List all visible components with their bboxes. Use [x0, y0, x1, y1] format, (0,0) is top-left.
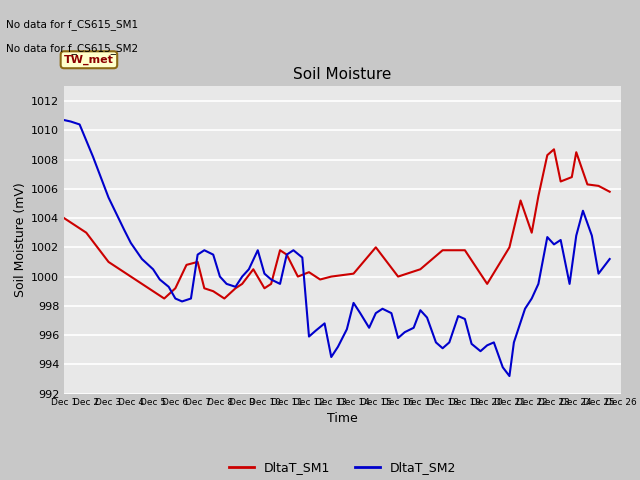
DltaT_SM1 [283, 252, 291, 257]
DltaT_SM1 [127, 274, 134, 279]
X-axis label: Time: Time [327, 412, 358, 425]
DltaT_SM1 [316, 276, 324, 282]
DltaT_SM1 [268, 281, 275, 287]
DltaT_SM1 [305, 269, 313, 275]
DltaT_SM1 [232, 286, 239, 291]
DltaT_SM1 [595, 183, 602, 189]
Text: No data for f_CS615_SM1: No data for f_CS615_SM1 [6, 19, 138, 30]
DltaT_SM1 [568, 174, 575, 180]
DltaT_SM1 [172, 286, 179, 291]
Legend: DltaT_SM1, DltaT_SM2: DltaT_SM1, DltaT_SM2 [223, 456, 461, 480]
DltaT_SM1 [372, 244, 380, 250]
DltaT_SM1 [528, 230, 536, 236]
DltaT_SM1 [260, 286, 268, 291]
DltaT_SM1 [461, 247, 468, 253]
Y-axis label: Soil Moisture (mV): Soil Moisture (mV) [14, 182, 27, 298]
DltaT_SM1 [572, 149, 580, 155]
DltaT_SM1 [394, 274, 402, 279]
DltaT_SM1 [483, 281, 491, 287]
DltaT_SM1 [439, 247, 447, 253]
DltaT_SM1 [534, 193, 542, 199]
DltaT_SM1 [506, 244, 513, 250]
DltaT_SM1 [584, 181, 591, 187]
DltaT_SM1 [294, 274, 301, 279]
DltaT_SM1 [149, 288, 157, 294]
DltaT_SM1 [209, 288, 217, 294]
DltaT_SM1 [550, 146, 558, 152]
Text: TW_met: TW_met [64, 55, 114, 65]
DltaT_SM2 [372, 310, 380, 316]
DltaT_SM1 [83, 230, 90, 236]
DltaT_SM2 [506, 373, 513, 379]
Line: DltaT_SM2: DltaT_SM2 [64, 120, 610, 376]
DltaT_SM1 [328, 274, 335, 279]
Text: No data for f_CS615_SM2: No data for f_CS615_SM2 [6, 43, 138, 54]
Line: DltaT_SM1: DltaT_SM1 [64, 149, 610, 299]
DltaT_SM2 [245, 266, 253, 272]
DltaT_SM2 [156, 276, 164, 282]
DltaT_SM1 [349, 271, 357, 276]
DltaT_SM2 [209, 252, 217, 257]
DltaT_SM1 [200, 286, 208, 291]
DltaT_SM1 [221, 296, 228, 301]
DltaT_SM2 [60, 117, 68, 123]
DltaT_SM1 [105, 259, 113, 265]
DltaT_SM1 [516, 198, 524, 204]
DltaT_SM1 [182, 262, 190, 268]
DltaT_SM1 [417, 266, 424, 272]
Title: Soil Moisture: Soil Moisture [293, 68, 392, 83]
DltaT_SM2 [528, 296, 536, 301]
DltaT_SM1 [543, 152, 551, 158]
DltaT_SM1 [250, 266, 257, 272]
DltaT_SM1 [238, 281, 246, 287]
DltaT_SM2 [534, 281, 542, 287]
DltaT_SM1 [557, 179, 564, 184]
DltaT_SM1 [276, 247, 284, 253]
DltaT_SM1 [606, 189, 614, 194]
DltaT_SM1 [60, 215, 68, 221]
DltaT_SM1 [161, 296, 168, 301]
DltaT_SM1 [194, 259, 202, 265]
DltaT_SM2 [606, 256, 614, 262]
